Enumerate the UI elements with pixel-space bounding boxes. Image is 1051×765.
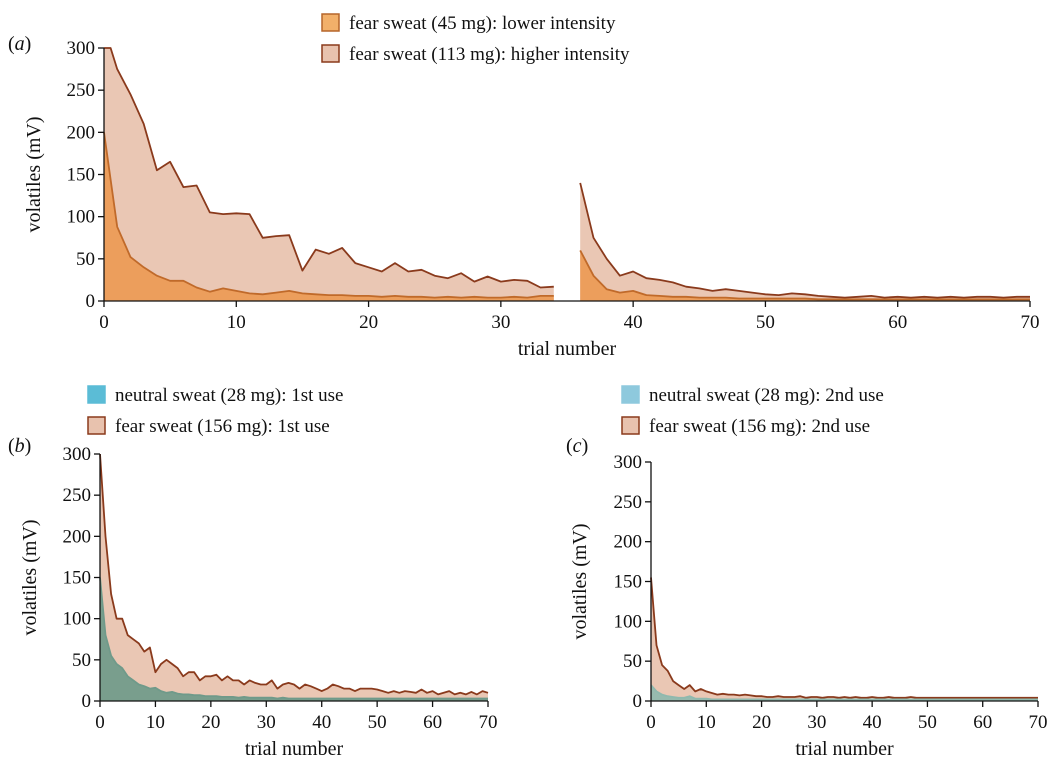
x-tick-label: 50 [918, 712, 937, 733]
legend: neutral sweat (28 mg): 2nd use fear sweat… [621, 385, 884, 437]
series-line-0-1 [579, 182, 1030, 299]
panel-letter: c [573, 435, 582, 457]
legend-entry: fear sweat (156 mg): 2nd use [649, 416, 870, 437]
panel-label: (b) [8, 435, 31, 457]
y-tick-label: 0 [633, 691, 643, 712]
panel-label: (c) [566, 435, 588, 457]
y-tick-label: 200 [614, 532, 643, 553]
y-tick-label: 250 [67, 80, 96, 101]
series-area-0-0 [100, 454, 488, 701]
series-area-1-0 [104, 132, 554, 301]
x-tick-label: 40 [624, 312, 643, 333]
y-tick-label: 300 [63, 444, 92, 465]
legend-entry: fear sweat (113 mg): higher intensity [349, 44, 630, 65]
x-tick-label: 20 [201, 712, 220, 733]
x-tick-label: 70 [1021, 312, 1040, 333]
y-axis-title: volatiles (mV) [23, 116, 45, 232]
legend-swatch [321, 44, 340, 63]
series-area-0-1 [580, 182, 1030, 301]
y-tick-label: 150 [614, 572, 643, 593]
x-axis-title: trial number [518, 338, 617, 360]
x-tick-label: 70 [1029, 712, 1048, 733]
y-tick-label: 0 [82, 691, 92, 712]
y-axis-title: volatiles (mV) [19, 519, 41, 635]
x-tick-label: 50 [368, 712, 387, 733]
legend: neutral sweat (28 mg): 1st use fear sweat… [87, 385, 343, 437]
panel-a: (a) 0 50 100 150 200 250 300 0 10 20 30 40 50 60 70 tria… [8, 13, 1040, 360]
panel-letter: a [15, 33, 25, 55]
x-tick-label: 60 [888, 312, 907, 333]
x-tick-label: 60 [973, 712, 992, 733]
legend-swatch [87, 416, 106, 435]
x-tick-label: 60 [423, 712, 442, 733]
x-axis-title: trial number [245, 738, 344, 760]
x-tick-label: 40 [312, 712, 331, 733]
x-tick-label: 30 [491, 312, 510, 333]
y-tick-label: 100 [63, 609, 92, 630]
series-line-0-0 [104, 47, 554, 289]
series-line-1-1 [579, 249, 1030, 301]
legend-swatch [621, 385, 640, 404]
x-tick-label: 20 [359, 312, 378, 333]
y-tick-label: 150 [63, 568, 92, 589]
legend-entry: fear sweat (156 mg): 1st use [115, 416, 330, 437]
y-tick-label: 50 [76, 249, 95, 270]
x-tick-label: 10 [697, 712, 716, 733]
y-tick-label: 250 [614, 492, 643, 513]
x-tick-label: 20 [752, 712, 771, 733]
y-tick-label: 50 [623, 651, 642, 672]
x-tick-label: 0 [95, 712, 105, 733]
legend: fear sweat (45 mg): lower intensity fear … [321, 13, 630, 65]
legend-swatch [87, 385, 106, 404]
panel-b: (b) 0 50 100 150 200 250 300 0 10 20 30 40 50 60 70 tria… [8, 385, 498, 760]
x-tick-label: 40 [863, 712, 882, 733]
legend-swatch [621, 416, 640, 435]
x-tick-label: 30 [257, 712, 276, 733]
series-line-1-0 [99, 577, 488, 700]
series-area-1-1 [580, 250, 1030, 301]
x-tick-label: 10 [227, 312, 246, 333]
legend-swatch [321, 13, 340, 32]
x-axis-title: trial number [795, 738, 894, 760]
series-line-0-0 [650, 577, 1038, 699]
y-tick-label: 200 [67, 122, 96, 143]
y-tick-label: 50 [72, 650, 91, 671]
x-tick-label: 30 [807, 712, 826, 733]
x-tick-label: 70 [479, 712, 498, 733]
y-tick-label: 150 [67, 165, 96, 186]
panel-label: (a) [8, 33, 31, 55]
series-area-1-0 [100, 577, 488, 701]
panel-letter: b [15, 435, 25, 457]
legend-entry: neutral sweat (28 mg): 1st use [115, 385, 343, 406]
x-tick-label: 0 [646, 712, 656, 733]
y-tick-label: 300 [614, 452, 643, 473]
y-axis-title: volatiles (mV) [569, 523, 591, 639]
legend-entry: neutral sweat (28 mg): 2nd use [649, 385, 884, 406]
panel-c: (c) 0 50 100 150 200 250 300 0 10 20 30 40 50 60 70 tria… [566, 385, 1048, 760]
x-tick-label: 0 [99, 312, 109, 333]
legend-entry: fear sweat (45 mg): lower intensity [349, 13, 616, 34]
y-tick-label: 200 [63, 526, 92, 547]
y-tick-label: 250 [63, 485, 92, 506]
y-tick-label: 300 [67, 38, 96, 59]
series-line-0-0 [99, 453, 489, 696]
series-line-1-0 [650, 684, 1038, 701]
y-tick-label: 100 [614, 611, 643, 632]
y-tick-label: 0 [86, 291, 96, 312]
series-area-0-0 [651, 577, 1038, 701]
series-area-0-0 [104, 48, 554, 301]
series-line-1-0 [103, 132, 554, 299]
x-tick-label: 50 [756, 312, 775, 333]
y-tick-label: 100 [67, 207, 96, 228]
x-tick-label: 10 [146, 712, 165, 733]
